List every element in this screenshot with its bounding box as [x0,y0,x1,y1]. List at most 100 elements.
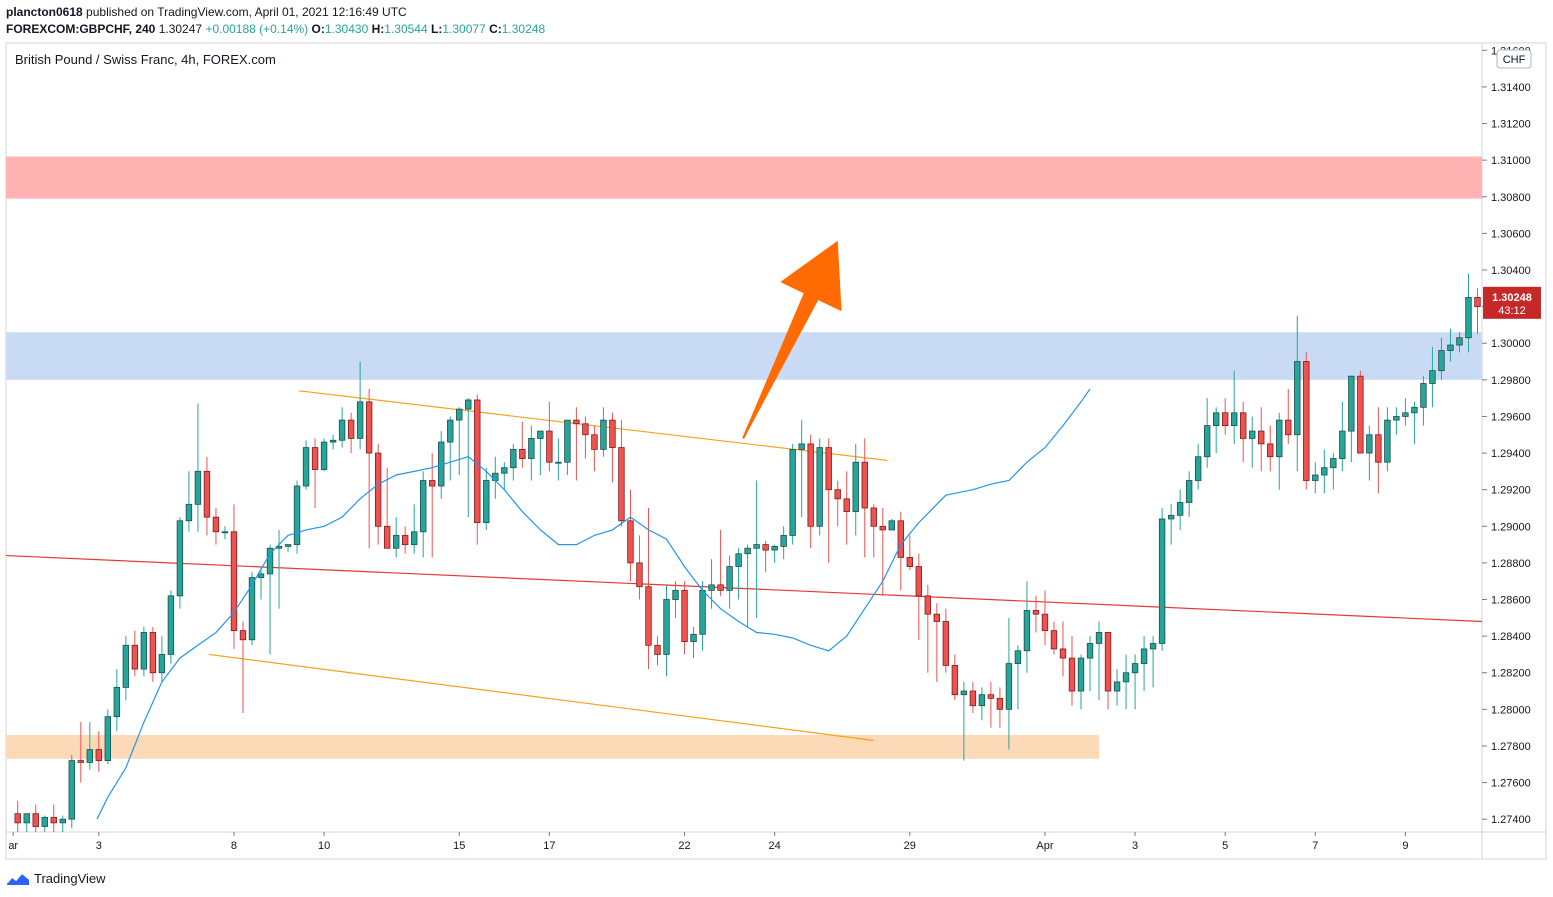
candle-body [699,589,706,635]
candle-body [870,507,877,527]
candle [1366,425,1373,481]
candle-body [140,632,148,670]
candle-body [951,665,959,696]
candle-body [573,419,580,425]
candle [879,507,886,596]
currency-button[interactable]: CHF [1496,49,1532,69]
candle [717,529,724,596]
candle-body [537,430,544,439]
candle-body [311,447,319,470]
candle-body [239,630,247,641]
candle [1068,636,1076,706]
candle [987,681,995,728]
candle [23,813,30,832]
candle-body [897,520,904,558]
price-tick-label: 1.28600 [1491,595,1531,607]
low-label: L: [431,22,443,36]
candle-body [32,813,39,827]
candle-body [915,566,923,597]
candle [50,804,57,832]
candle-body [1086,643,1094,659]
candle [915,553,923,640]
time-tick-label: ar [8,840,18,852]
candle-body [717,584,724,591]
candle [401,526,409,554]
price-tick-label: 1.29000 [1491,521,1531,533]
candle [14,800,21,832]
candle-body [753,544,760,549]
candle-body [1023,610,1031,652]
chart-title: British Pound / Swiss Franc, 4h, FOREX.c… [15,52,276,67]
candle [329,434,337,450]
breakout-zone [6,332,1482,380]
candle [429,453,436,558]
candle-body [690,633,697,643]
candle [113,669,121,732]
candle [924,584,932,673]
candle [302,440,310,490]
candle-body [960,690,968,696]
candle [230,504,238,649]
candle-body [1221,412,1229,427]
candle-body [447,419,454,443]
candle-body [564,419,571,463]
candle-body [780,535,787,547]
candle [672,581,679,618]
candle-body [41,816,48,827]
candle-body [987,694,995,699]
candle-body [122,644,130,688]
candle-body [1249,430,1256,439]
author-name[interactable]: plancton0618 [6,5,83,19]
symbol-name[interactable]: FOREXCOM:GBPCHF, 240 [6,22,156,36]
candle [555,438,562,481]
candle [248,572,256,646]
candle-body [365,401,373,454]
current-price-badge [1483,286,1541,319]
candle-body [14,813,21,824]
price-tick-label: 1.31000 [1491,155,1531,167]
candle [519,421,526,468]
candle [843,471,850,545]
candle [501,462,508,490]
candle [1267,425,1274,472]
candle [1420,376,1427,426]
time-tick-label: 24 [769,840,781,852]
tradingview-branding[interactable]: TradingView [6,870,106,886]
candle-body [95,749,103,762]
high-value: 1.30544 [384,22,428,36]
candle [861,438,868,558]
candle [1348,375,1355,463]
resistance-zone [6,156,1482,199]
candle-body [654,644,661,655]
candle [933,603,941,682]
candle-body [1131,663,1139,674]
candle [86,722,93,770]
candle-body [1203,425,1211,458]
candle [1122,654,1130,710]
price-tick-label: 1.31400 [1491,82,1531,94]
candle-body [1429,370,1436,384]
candle [906,535,913,571]
candle [465,398,472,518]
moving-average-line [96,388,1091,820]
candle-body [266,547,274,575]
candle [969,681,977,714]
candle-body [1077,657,1085,692]
candle-body [203,470,211,518]
candle-body [131,644,139,670]
candle [1185,471,1193,518]
current-price-label: 1.30248 [1492,292,1532,304]
candle-body [1231,412,1238,427]
candle [1249,416,1256,468]
candle-body [1059,648,1067,659]
candle-body [86,749,93,763]
price-tick-label: 1.29600 [1491,411,1531,423]
price-tick-label: 1.28200 [1491,668,1531,680]
candle [1312,462,1319,494]
candle [951,654,959,701]
candle-body [492,472,499,481]
candle-body [329,439,337,443]
close-label: C: [489,22,502,36]
candle-body [1113,681,1121,692]
